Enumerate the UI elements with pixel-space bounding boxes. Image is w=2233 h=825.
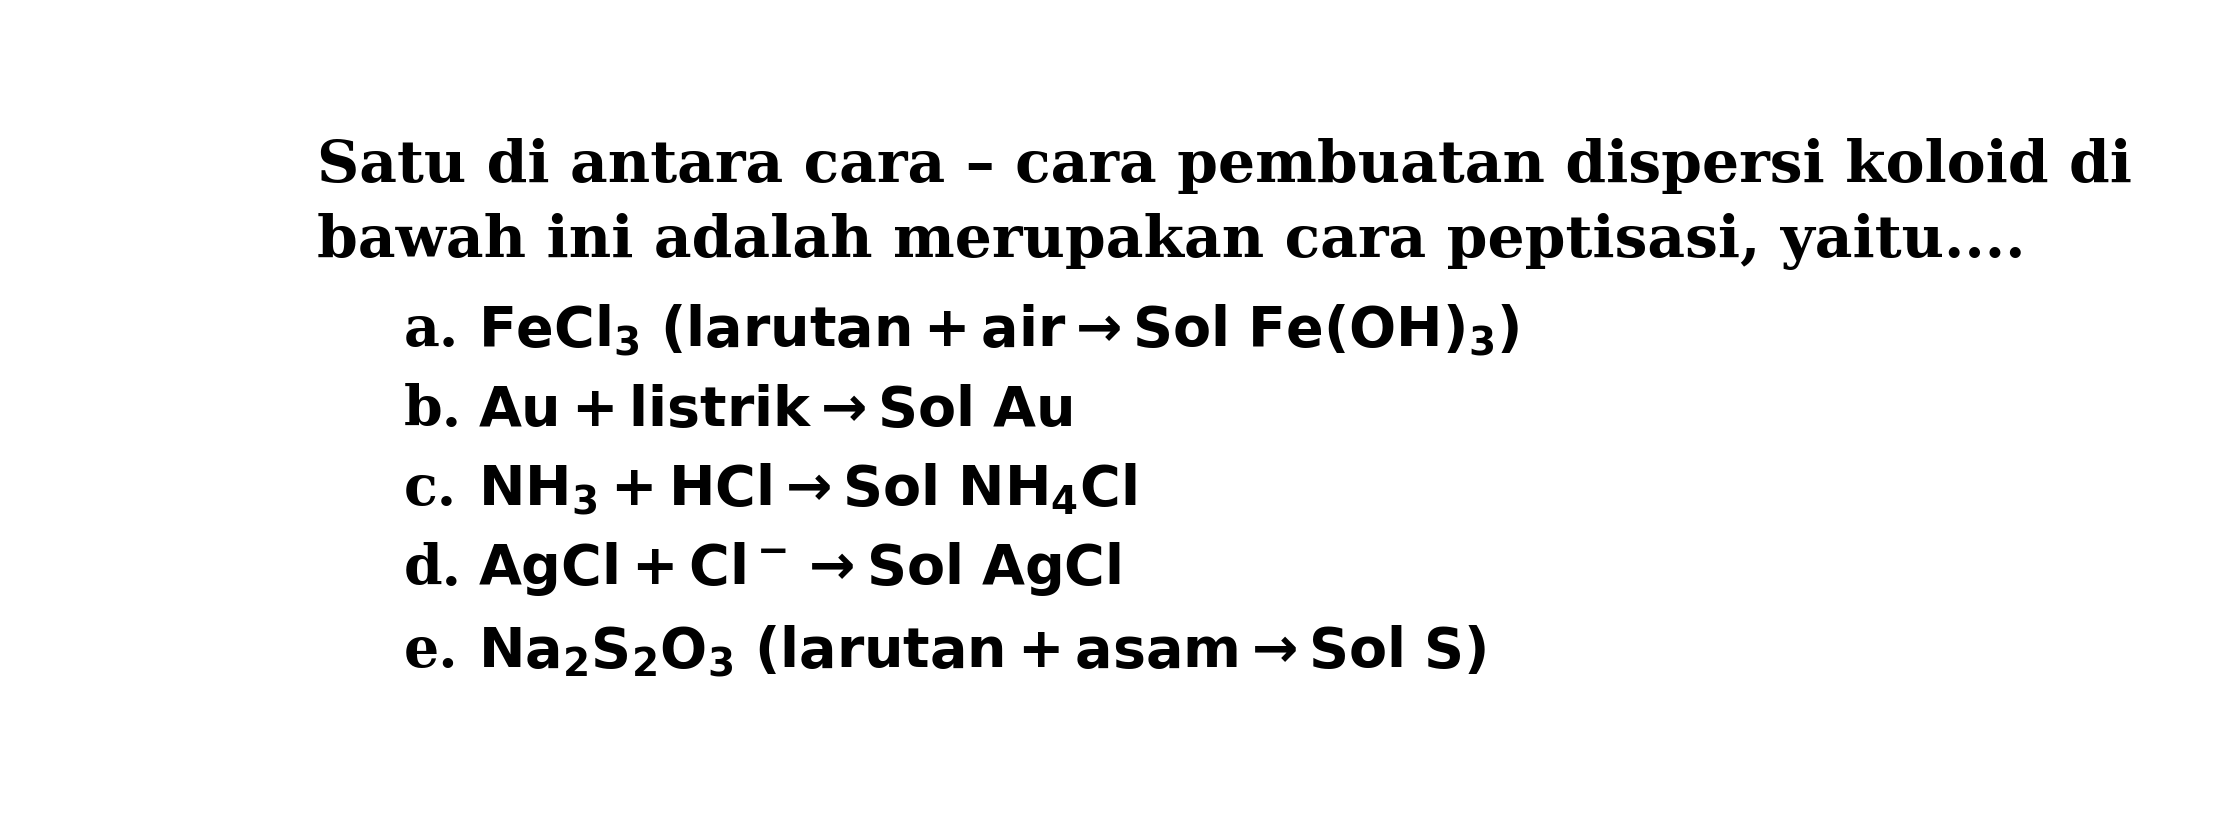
Text: $\mathbf{FeCl_3\ (larutan + air \rightarrow Sol\ Fe(OH)_3)}$: $\mathbf{FeCl_3\ (larutan + air \rightar… xyxy=(478,304,1521,359)
Text: Satu di antara cara – cara pembuatan dispersi koloid di: Satu di antara cara – cara pembuatan dis… xyxy=(317,138,2133,194)
Text: bawah ini adalah merupakan cara peptisasi, yaitu....: bawah ini adalah merupakan cara peptisas… xyxy=(317,214,2025,271)
Text: d.: d. xyxy=(404,541,462,596)
Text: c.: c. xyxy=(404,462,458,517)
Text: b.: b. xyxy=(404,383,462,438)
Text: $\mathbf{Au + listrik \rightarrow Sol\ Au}$: $\mathbf{Au + listrik \rightarrow Sol\ A… xyxy=(478,383,1072,437)
Text: e.: e. xyxy=(404,625,458,679)
Text: $\mathbf{NH_3 + HCl \rightarrow Sol\ NH_4Cl}$: $\mathbf{NH_3 + HCl \rightarrow Sol\ NH_… xyxy=(478,462,1137,517)
Text: $\mathbf{AgCl + Cl^- \rightarrow Sol\ AgCl}$: $\mathbf{AgCl + Cl^- \rightarrow Sol\ Ag… xyxy=(478,540,1121,598)
Text: $\mathbf{Na_2S_2O_3\ (larutan + asam \rightarrow Sol\ S)}$: $\mathbf{Na_2S_2O_3\ (larutan + asam \ri… xyxy=(478,624,1487,679)
Text: a.: a. xyxy=(404,304,460,358)
